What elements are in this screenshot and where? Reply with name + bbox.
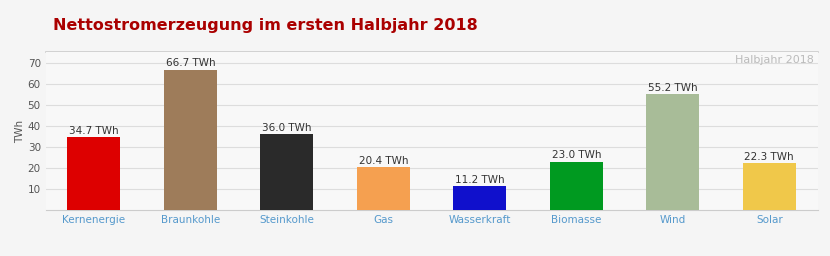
Text: 22.3 TWh: 22.3 TWh bbox=[745, 152, 794, 162]
Text: Halbjahr 2018: Halbjahr 2018 bbox=[735, 55, 813, 65]
Text: 36.0 TWh: 36.0 TWh bbox=[262, 123, 311, 133]
Bar bbox=[743, 163, 796, 210]
Y-axis label: TWh: TWh bbox=[15, 120, 25, 143]
Bar bbox=[67, 137, 120, 210]
Text: Nettostromerzeugung im ersten Halbjahr 2018: Nettostromerzeugung im ersten Halbjahr 2… bbox=[53, 18, 478, 33]
Bar bbox=[164, 70, 217, 210]
Text: 20.4 TWh: 20.4 TWh bbox=[359, 156, 408, 166]
Bar bbox=[261, 134, 314, 210]
Bar bbox=[647, 94, 700, 210]
Text: 55.2 TWh: 55.2 TWh bbox=[648, 82, 698, 93]
Bar bbox=[357, 167, 410, 210]
Text: 34.7 TWh: 34.7 TWh bbox=[69, 126, 119, 136]
Bar bbox=[549, 162, 603, 210]
Bar bbox=[453, 186, 506, 210]
Text: 66.7 TWh: 66.7 TWh bbox=[165, 58, 215, 68]
Text: 23.0 TWh: 23.0 TWh bbox=[552, 150, 601, 160]
Text: 11.2 TWh: 11.2 TWh bbox=[455, 175, 505, 185]
